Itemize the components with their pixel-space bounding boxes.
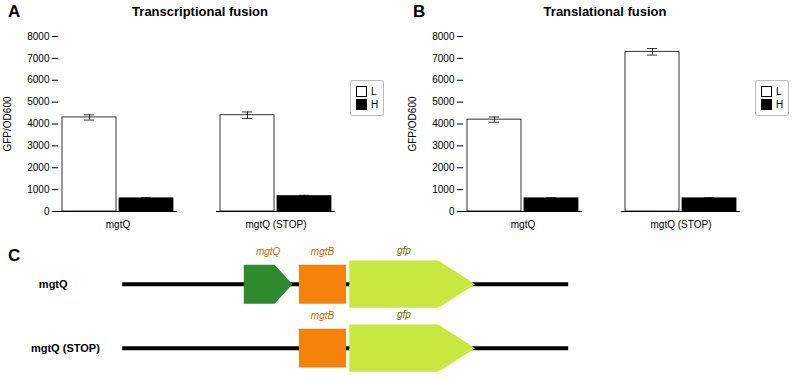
html-text:C: C: [8, 246, 21, 265]
svg-text:mgtQ: mgtQ: [106, 219, 131, 230]
svg-text:2000: 2000: [27, 162, 50, 173]
svg-text:8000: 8000: [27, 31, 50, 42]
svg-text:mgtQ: mgtQ: [511, 219, 536, 230]
html-text:B: B: [413, 2, 426, 21]
html-text:H: H: [776, 99, 784, 110]
svg-text:4000: 4000: [27, 118, 50, 129]
svg-text:7000: 7000: [432, 53, 455, 64]
svg-text:6000: 6000: [27, 74, 50, 85]
svg-text:4000: 4000: [432, 118, 455, 129]
svg-text:1000: 1000: [27, 184, 50, 195]
svg-text:5000: 5000: [432, 96, 455, 107]
svg-text:0: 0: [44, 206, 50, 217]
svg-text:2000: 2000: [432, 162, 455, 173]
svg-text:7000: 7000: [27, 53, 50, 64]
svg-text:mgtQ: mgtQ: [256, 246, 281, 257]
svg-text:3000: 3000: [27, 140, 50, 151]
svg-text:mgtQ (STOP): mgtQ (STOP): [246, 219, 307, 230]
svg-text:3000: 3000: [432, 140, 455, 151]
svg-text:GFP/OD600: GFP/OD600: [2, 96, 13, 151]
svg-text:mgtQ (STOP): mgtQ (STOP): [31, 342, 100, 354]
html-text:L: L: [371, 86, 377, 97]
svg-text:1000: 1000: [432, 184, 455, 195]
html-text:H: H: [371, 99, 379, 110]
html-text:Translational fusion: Translational fusion: [543, 4, 667, 19]
svg-text:mgtQ (STOP): mgtQ (STOP): [651, 219, 712, 230]
svg-text:gfp: gfp: [397, 245, 411, 256]
svg-text:gfp: gfp: [397, 309, 411, 320]
svg-text:8000: 8000: [432, 31, 455, 42]
svg-text:mgtB: mgtB: [311, 246, 335, 257]
svg-text:GFP/OD600: GFP/OD600: [407, 96, 418, 151]
svg-text:6000: 6000: [432, 74, 455, 85]
svg-text:5000: 5000: [27, 96, 50, 107]
svg-text:mgtQ: mgtQ: [39, 278, 68, 290]
html-text:Transcriptional fusion: Transcriptional fusion: [132, 4, 268, 19]
html-text:A: A: [8, 2, 21, 21]
svg-text:mgtB: mgtB: [311, 310, 335, 321]
svg-text:0: 0: [449, 206, 455, 217]
html-text:L: L: [776, 86, 782, 97]
